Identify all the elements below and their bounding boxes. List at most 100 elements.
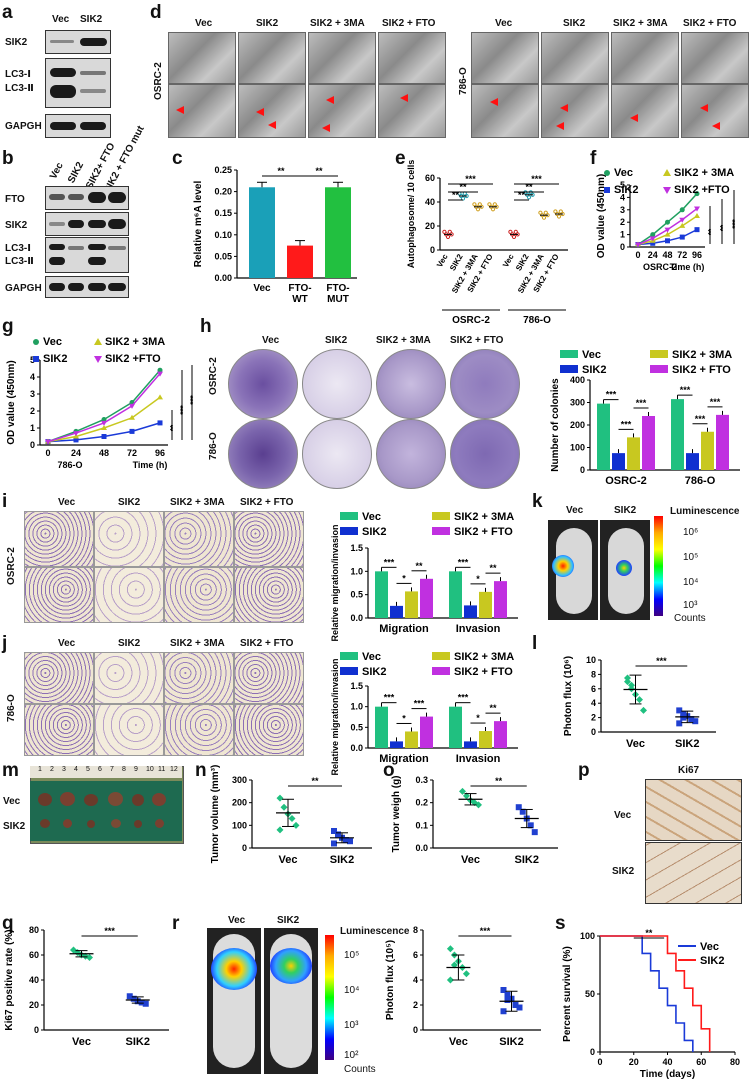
data-point <box>512 1002 519 1008</box>
sig-label: *** <box>680 385 691 395</box>
y-tick-label: 20 <box>29 1000 39 1010</box>
panel-letter-b: b <box>2 148 14 169</box>
mouse-image <box>548 520 598 620</box>
data-point <box>463 792 470 800</box>
ruler-number: 12 <box>170 766 178 773</box>
sig-label: *** <box>695 414 706 424</box>
y-tick-label: 0.2 <box>415 798 428 808</box>
y-axis-label: Photon flux (10⁶) <box>563 656 574 736</box>
y-tick-label: 1.5 <box>350 681 363 691</box>
row-label: Vec <box>614 810 632 821</box>
y-tick-label: 3 <box>620 205 625 215</box>
condition-label: SIK2 + FTO <box>683 18 737 29</box>
legend-marker <box>94 338 102 345</box>
y-axis-label: OD value (450nm) <box>596 174 607 258</box>
data-point <box>347 838 353 845</box>
data-point <box>45 439 51 445</box>
y-tick-label: 1.0 <box>350 566 363 576</box>
panel-letter-p: p <box>578 760 590 781</box>
condition-label: SIK2 + FTO <box>382 18 436 29</box>
data-point <box>664 231 671 237</box>
row-label: SIK2 <box>3 821 26 832</box>
blot-strip <box>45 186 129 210</box>
panel-letter-s: s <box>555 913 566 934</box>
data-point <box>650 240 656 246</box>
panel-letter-g: g <box>2 316 14 337</box>
lane-label: Vec <box>566 505 584 516</box>
y-tick-label: 2 <box>620 217 625 227</box>
sig-label: ** <box>315 166 323 176</box>
scale-unit: Counts <box>674 613 706 624</box>
x-tick-label: SIK2 <box>675 738 699 750</box>
x-tick-label: 0 <box>635 250 640 260</box>
data-point <box>694 206 700 212</box>
data-point <box>665 238 670 244</box>
data-point <box>692 718 699 725</box>
y-tick-label: 8 <box>413 925 418 935</box>
y-tick-label: 0 <box>30 440 35 450</box>
data-point <box>649 236 656 242</box>
sig-label: ** <box>525 182 533 192</box>
legend-label: Vec <box>362 511 381 523</box>
bar <box>249 187 275 278</box>
data-point <box>504 997 511 1003</box>
x-tick-label: Vec <box>253 283 271 294</box>
legend-swatch <box>650 365 668 373</box>
x-tick-label: Vec <box>461 854 480 866</box>
condition-label: SIK2 + 3MA <box>613 18 668 29</box>
data-point <box>157 394 163 400</box>
x-tick-label: 72 <box>677 250 687 260</box>
bar <box>494 581 507 618</box>
row-label: FTO <box>5 194 25 205</box>
ruler-number: 6 <box>98 766 102 773</box>
y-tick-label: 60 <box>425 173 435 183</box>
data-point <box>331 828 337 834</box>
y-axis-label: Relative migration/invasion <box>330 524 340 641</box>
row-label: LC3-Ⅰ <box>5 69 31 80</box>
data-point <box>101 420 107 426</box>
data-point <box>679 217 686 223</box>
y-axis-label: OD value (450nm) <box>6 360 17 444</box>
sig-label: *** <box>480 926 491 936</box>
data-point <box>640 706 647 714</box>
bar <box>686 453 699 470</box>
data-point <box>129 403 135 409</box>
data-point <box>129 428 135 434</box>
sig-label: ** <box>645 928 653 938</box>
y-tick-label: 5 <box>30 355 35 365</box>
y-tick-label: 300 <box>570 398 585 408</box>
ruler <box>30 766 182 778</box>
row-label: SIK2 <box>5 220 28 231</box>
data-point <box>519 808 526 815</box>
data-point <box>73 431 79 437</box>
data-point <box>101 425 107 430</box>
sig-label: *** <box>656 656 667 666</box>
sig-label: ** <box>707 228 716 235</box>
y-tick-label: 0 <box>413 1025 418 1035</box>
bar <box>597 403 610 470</box>
condition-label: SIK2 + 3MA <box>376 335 431 346</box>
data-point <box>527 822 534 829</box>
sig-label: ** <box>459 182 467 192</box>
legend-label: SIK2 <box>362 666 386 678</box>
x-tick-label: SIK2 <box>126 1036 150 1048</box>
data-point <box>276 826 284 834</box>
x-tick-label: Vec <box>449 1036 468 1048</box>
bar <box>671 399 684 470</box>
data-point <box>664 227 671 233</box>
series-line <box>47 373 161 443</box>
lane-label: SIK2 <box>277 915 300 926</box>
data-point <box>73 437 79 443</box>
condition-label: SIK2 <box>325 335 348 346</box>
sig-label: *** <box>458 557 469 567</box>
scale-tick: 10⁶ <box>683 527 699 538</box>
y-tick-label: 0.25 <box>214 165 232 175</box>
y-tick-label: 2 <box>30 406 35 416</box>
sig-label: *** <box>458 693 469 703</box>
condition-label: SIK2 <box>563 18 586 29</box>
blot-strip <box>45 237 129 273</box>
y-axis-label: Percent survival (%) <box>562 946 573 1042</box>
group-label: Migration <box>379 753 429 765</box>
y-tick-label: 0.0 <box>350 613 363 623</box>
panel-letter-a: a <box>2 2 13 23</box>
